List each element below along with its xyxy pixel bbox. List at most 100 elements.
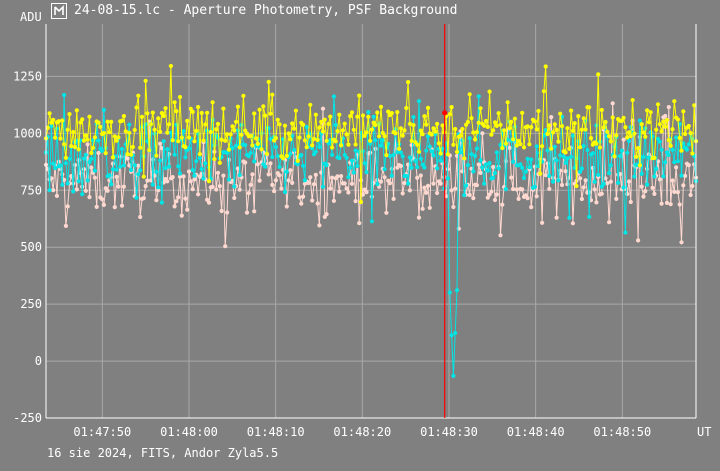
data-point-yellow	[668, 143, 673, 148]
data-point-yellow	[556, 139, 561, 144]
data-point-cyan	[159, 200, 164, 205]
data-point-yellow	[360, 113, 365, 118]
data-point-cyan	[494, 150, 499, 155]
data-point-cyan	[324, 163, 329, 168]
data-point-cyan	[366, 110, 371, 115]
data-point-yellow	[161, 113, 166, 119]
data-point-pink	[514, 187, 519, 192]
data-point-pink	[101, 202, 106, 207]
data-point-cyan	[453, 330, 458, 336]
data-point-pink	[65, 204, 70, 209]
data-point-pink	[485, 195, 490, 200]
data-point-yellow	[317, 125, 322, 130]
data-point-yellow	[594, 141, 599, 146]
data-point-cyan	[438, 158, 443, 163]
data-point-yellow	[250, 143, 255, 148]
data-point-yellow	[445, 152, 450, 157]
data-point-pink	[172, 204, 177, 209]
data-point-yellow	[226, 147, 231, 152]
data-point-yellow	[60, 118, 65, 123]
data-point-pink	[324, 212, 329, 217]
data-point-cyan	[451, 373, 456, 378]
data-point-yellow	[652, 155, 657, 160]
data-point-yellow	[188, 106, 193, 111]
data-point-yellow	[168, 63, 173, 69]
data-point-cyan	[337, 156, 342, 161]
data-point-cyan	[263, 164, 268, 169]
data-point-yellow	[677, 135, 682, 140]
data-point-yellow	[277, 122, 282, 127]
data-point-cyan	[416, 99, 422, 104]
data-point-yellow	[659, 129, 664, 134]
data-point-cyan	[192, 173, 197, 178]
data-point-yellow	[661, 119, 666, 124]
data-point-cyan	[369, 219, 374, 224]
data-point-yellow	[657, 122, 662, 127]
data-point-cyan	[121, 163, 126, 168]
data-point-pink	[690, 183, 695, 189]
light-curve-app-icon[interactable]	[51, 3, 67, 19]
data-point-pink	[51, 188, 56, 193]
data-point-yellow	[465, 119, 470, 125]
data-point-cyan	[391, 152, 396, 158]
data-point-cyan	[355, 163, 360, 169]
data-point-yellow	[349, 110, 355, 115]
data-point-pink	[176, 195, 181, 200]
data-point-pink	[621, 137, 626, 142]
data-point-yellow	[65, 127, 70, 132]
data-point-cyan	[579, 166, 585, 171]
data-point-cyan	[132, 163, 137, 168]
data-point-yellow	[393, 131, 398, 136]
data-point-yellow	[404, 105, 409, 111]
data-point-pink	[125, 156, 130, 161]
data-point-yellow	[645, 108, 650, 113]
data-point-cyan	[590, 151, 595, 156]
data-point-pink	[387, 181, 393, 186]
data-point-pink	[607, 220, 612, 225]
data-point-cyan	[382, 167, 387, 172]
data-point-yellow	[626, 130, 632, 135]
data-point-cyan	[89, 156, 94, 161]
data-point-cyan	[63, 161, 68, 166]
data-point-cyan	[302, 178, 307, 183]
data-point-yellow	[214, 127, 219, 132]
data-point-cyan	[181, 129, 186, 134]
data-point-pink	[154, 198, 159, 203]
y-tick-label: 1250	[13, 69, 42, 83]
data-point-pink	[599, 191, 604, 196]
data-point-pink	[143, 184, 148, 189]
data-point-yellow	[206, 179, 212, 184]
data-point-cyan	[81, 156, 87, 161]
data-point-cyan	[101, 107, 106, 112]
data-point-yellow	[234, 119, 239, 124]
data-point-yellow	[447, 112, 452, 117]
data-point-pink	[579, 196, 585, 202]
data-point-pink	[344, 186, 349, 191]
data-point-yellow	[416, 149, 422, 154]
data-point-yellow	[125, 152, 130, 157]
data-point-cyan	[58, 163, 63, 168]
data-point-pink	[62, 177, 67, 182]
data-point-pink	[663, 113, 668, 119]
data-point-cyan	[299, 152, 304, 158]
data-point-yellow	[353, 142, 358, 147]
x-axis-label: UT	[697, 425, 711, 439]
data-point-yellow	[223, 138, 228, 143]
x-tick-label: 01:48:10	[247, 425, 305, 439]
data-point-pink	[248, 182, 253, 187]
data-point-yellow	[282, 123, 288, 128]
data-point-yellow	[308, 102, 313, 107]
data-point-cyan	[607, 171, 612, 176]
data-point-pink	[402, 180, 407, 186]
data-point-yellow	[621, 115, 626, 120]
data-point-cyan	[407, 155, 412, 160]
data-point-yellow	[579, 127, 585, 132]
data-point-yellow	[543, 64, 548, 69]
data-point-pink	[299, 201, 304, 206]
data-point-pink	[219, 208, 224, 214]
data-point-cyan	[418, 156, 423, 161]
data-point-cyan	[578, 169, 583, 174]
data-point-pink	[636, 238, 641, 243]
data-point-pink	[148, 178, 154, 183]
